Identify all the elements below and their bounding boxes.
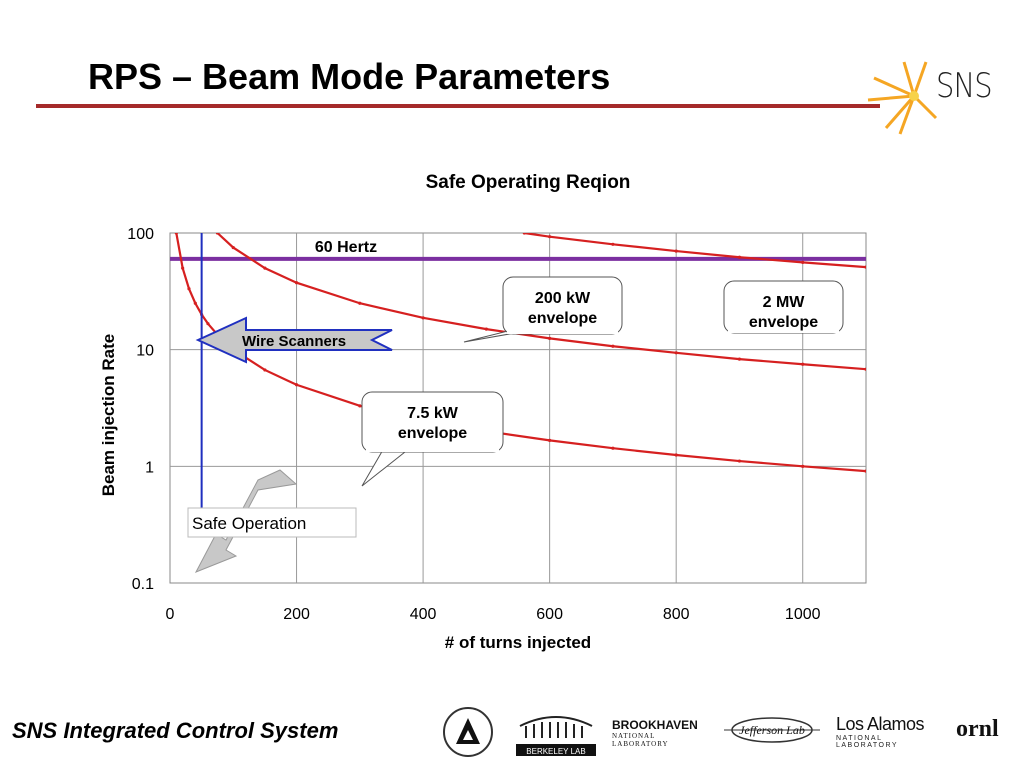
series-point <box>263 266 267 270</box>
chart-series-layer <box>170 233 866 510</box>
argonne-logo-icon <box>440 704 496 760</box>
y-tick-label: 100 <box>127 226 154 243</box>
sns-starburst-logo-icon <box>867 61 938 135</box>
callout-200kw-label: 200 kW envelope <box>528 290 597 327</box>
series-point <box>674 351 678 355</box>
series-point <box>548 438 552 442</box>
series-point <box>864 469 866 473</box>
safe-operation-box <box>187 507 357 538</box>
series-point <box>737 459 742 463</box>
series-point <box>522 233 526 235</box>
series-point <box>864 265 866 269</box>
los-alamos-logo: Los Alamos NATIONAL LABORATORY <box>836 704 944 760</box>
y-tick-label: 0.1 <box>132 576 154 593</box>
series-point <box>611 344 615 348</box>
series-point <box>193 301 197 305</box>
title-rule <box>36 104 880 108</box>
series-point <box>864 367 866 371</box>
x-tick-label: 800 <box>663 606 690 623</box>
y-axis-label: Beam injection Rate <box>99 334 118 497</box>
jefferson-lab-logo: Jefferson Lab <box>722 704 822 760</box>
series-point <box>294 281 299 285</box>
berkeley-lab-logo: BERKELEY LAB <box>514 704 598 760</box>
berkeley-lab-text: BERKELEY LAB <box>526 747 585 756</box>
series-point <box>484 327 488 331</box>
x-tick-label: 600 <box>536 606 563 623</box>
chart-ticks: 0 200 400 600 800 1000 0.1 1 10 100 <box>127 226 820 623</box>
chart-title: Safe Operating Reqion <box>426 172 631 193</box>
series-point <box>737 357 742 361</box>
series-point <box>611 446 615 450</box>
callout-2mw-label: 2 MW envelope <box>749 294 818 331</box>
series-point <box>187 287 191 291</box>
y-tick-label: 1 <box>145 459 154 476</box>
footer-title: SNS Integrated Control System <box>12 718 339 743</box>
brookhaven-name: BROOKHAVEN <box>612 718 698 732</box>
series-point <box>674 453 678 457</box>
callout-200kw-tail-join <box>507 320 618 334</box>
series-point <box>181 266 185 270</box>
brookhaven-subtitle: NATIONAL LABORATORY <box>612 732 669 748</box>
x-axis-label: # of turns injected <box>445 633 591 652</box>
series-point <box>358 301 362 305</box>
chart-annotations: 60 Hertz 200 kW envelope 2 MW envelope 7.5 kW… <box>187 239 844 573</box>
ornl-name: ornl <box>956 716 999 742</box>
x-tick-label: 0 <box>166 606 175 623</box>
wire-scanners-label: Wire Scanners <box>242 333 346 350</box>
los-alamos-subtitle: NATIONAL LABORATORY <box>836 735 899 749</box>
series-point <box>421 316 425 320</box>
x-tick-label: 400 <box>410 606 437 623</box>
series-point <box>294 383 299 387</box>
series-point <box>206 322 210 326</box>
callout-7-5kw-tail-join <box>366 438 499 452</box>
series-point <box>215 233 220 235</box>
callout-7-5kw-label: 7.5 kW envelope <box>398 405 467 442</box>
callout-2mw-tail-join <box>728 319 839 333</box>
series-point <box>611 242 615 246</box>
x-tick-label: 200 <box>283 606 310 623</box>
y-tick-label: 10 <box>136 343 154 360</box>
series-point <box>737 255 742 259</box>
series-point <box>548 235 552 239</box>
safe-operation-label: Safe Operation <box>192 514 306 533</box>
series-point <box>231 245 235 250</box>
series-point <box>174 233 178 235</box>
series-point <box>674 249 678 253</box>
sns-logo-text: SNS <box>936 66 993 106</box>
los-alamos-name: Los Alamos <box>836 714 925 734</box>
series-point <box>358 404 362 408</box>
series-point <box>263 368 267 372</box>
jefferson-lab-text: Jefferson Lab <box>739 723 805 737</box>
series-point <box>801 464 805 468</box>
slide-title: RPS – Beam Mode Parameters <box>88 56 611 97</box>
series-point <box>801 362 805 366</box>
series-point <box>801 260 805 264</box>
x-tick-label: 1000 <box>785 606 821 623</box>
ornl-logo: ornl <box>956 704 1020 760</box>
brookhaven-logo: BROOKHAVEN NATIONAL LABORATORY <box>612 704 712 760</box>
wire-scanners-arrow-icon <box>195 316 393 364</box>
series-point <box>548 336 552 340</box>
sixty-hertz-label: 60 Hertz <box>315 239 377 256</box>
